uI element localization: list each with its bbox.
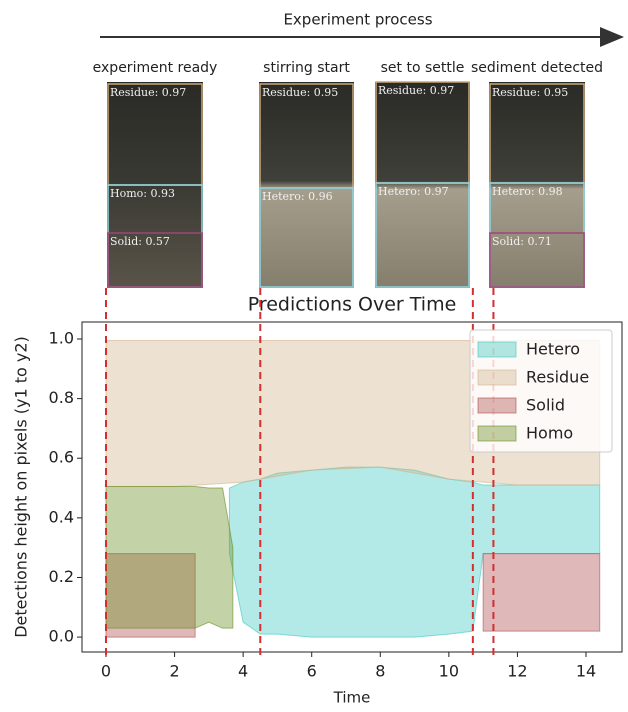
- x-tick-label: 14: [576, 662, 596, 681]
- detection-label: Residue: 0.97: [110, 86, 186, 99]
- legend-label: Solid: [526, 396, 565, 415]
- stage-label: set to settle: [381, 60, 465, 76]
- y-axis-label: Detections height on pixels (y1 to y2): [12, 336, 31, 638]
- y-tick-label: 0.0: [49, 627, 74, 646]
- detection-label: Residue: 0.95: [492, 86, 568, 99]
- detection-label: Homo: 0.93: [110, 187, 175, 200]
- x-tick-label: 6: [307, 662, 317, 681]
- plot-frame: [81, 321, 623, 653]
- y-tick-label: 0.2: [49, 567, 74, 586]
- x-tick-label: 10: [439, 662, 459, 681]
- stage-label: experiment ready: [93, 60, 218, 76]
- detection-label: Hetero: 0.97: [378, 185, 449, 198]
- detection-label: Hetero: 0.96: [262, 190, 333, 203]
- chart-title: Predictions Over Time: [248, 294, 457, 316]
- detection-box: [489, 232, 585, 288]
- x-tick-label: 8: [375, 662, 385, 681]
- detection-label: Residue: 0.95: [262, 86, 338, 99]
- legend-swatch: [477, 425, 517, 442]
- stage-label: sediment detected: [471, 60, 603, 76]
- legend-swatch: [477, 369, 517, 386]
- y-tick-label: 0.4: [49, 507, 74, 526]
- detection-box: [107, 232, 203, 288]
- x-tick-label: 4: [238, 662, 248, 681]
- y-tick-label: 1.0: [49, 328, 74, 347]
- x-tick-label: 0: [101, 662, 111, 681]
- detection-label: Solid: 0.71: [492, 235, 552, 248]
- legend-label: Hetero: [526, 340, 580, 359]
- stage-photo: [489, 82, 585, 288]
- stage-photo: [375, 82, 470, 288]
- legend-swatch: [477, 341, 517, 358]
- stage-label: stirring start: [263, 60, 350, 76]
- x-tick-label: 12: [507, 662, 527, 681]
- legend-label: Residue: [526, 368, 589, 387]
- legend-box: [469, 329, 613, 453]
- detection-label: Residue: 0.97: [378, 84, 454, 97]
- x-tick-label: 2: [169, 662, 179, 681]
- legend-swatch: [477, 397, 517, 414]
- detection-label: Hetero: 0.98: [492, 185, 563, 198]
- x-axis-label: Time: [333, 689, 371, 707]
- detection-label: Solid: 0.57: [110, 235, 170, 248]
- stage-photo: [259, 82, 354, 288]
- y-tick-label: 0.6: [49, 448, 74, 467]
- legend-label: Homo: [526, 424, 573, 443]
- detection-box: [375, 182, 470, 288]
- band-area: [105, 486, 234, 629]
- y-tick-label: 0.8: [49, 388, 74, 407]
- detection-box: [259, 187, 354, 288]
- process-title: Experiment process: [283, 11, 432, 29]
